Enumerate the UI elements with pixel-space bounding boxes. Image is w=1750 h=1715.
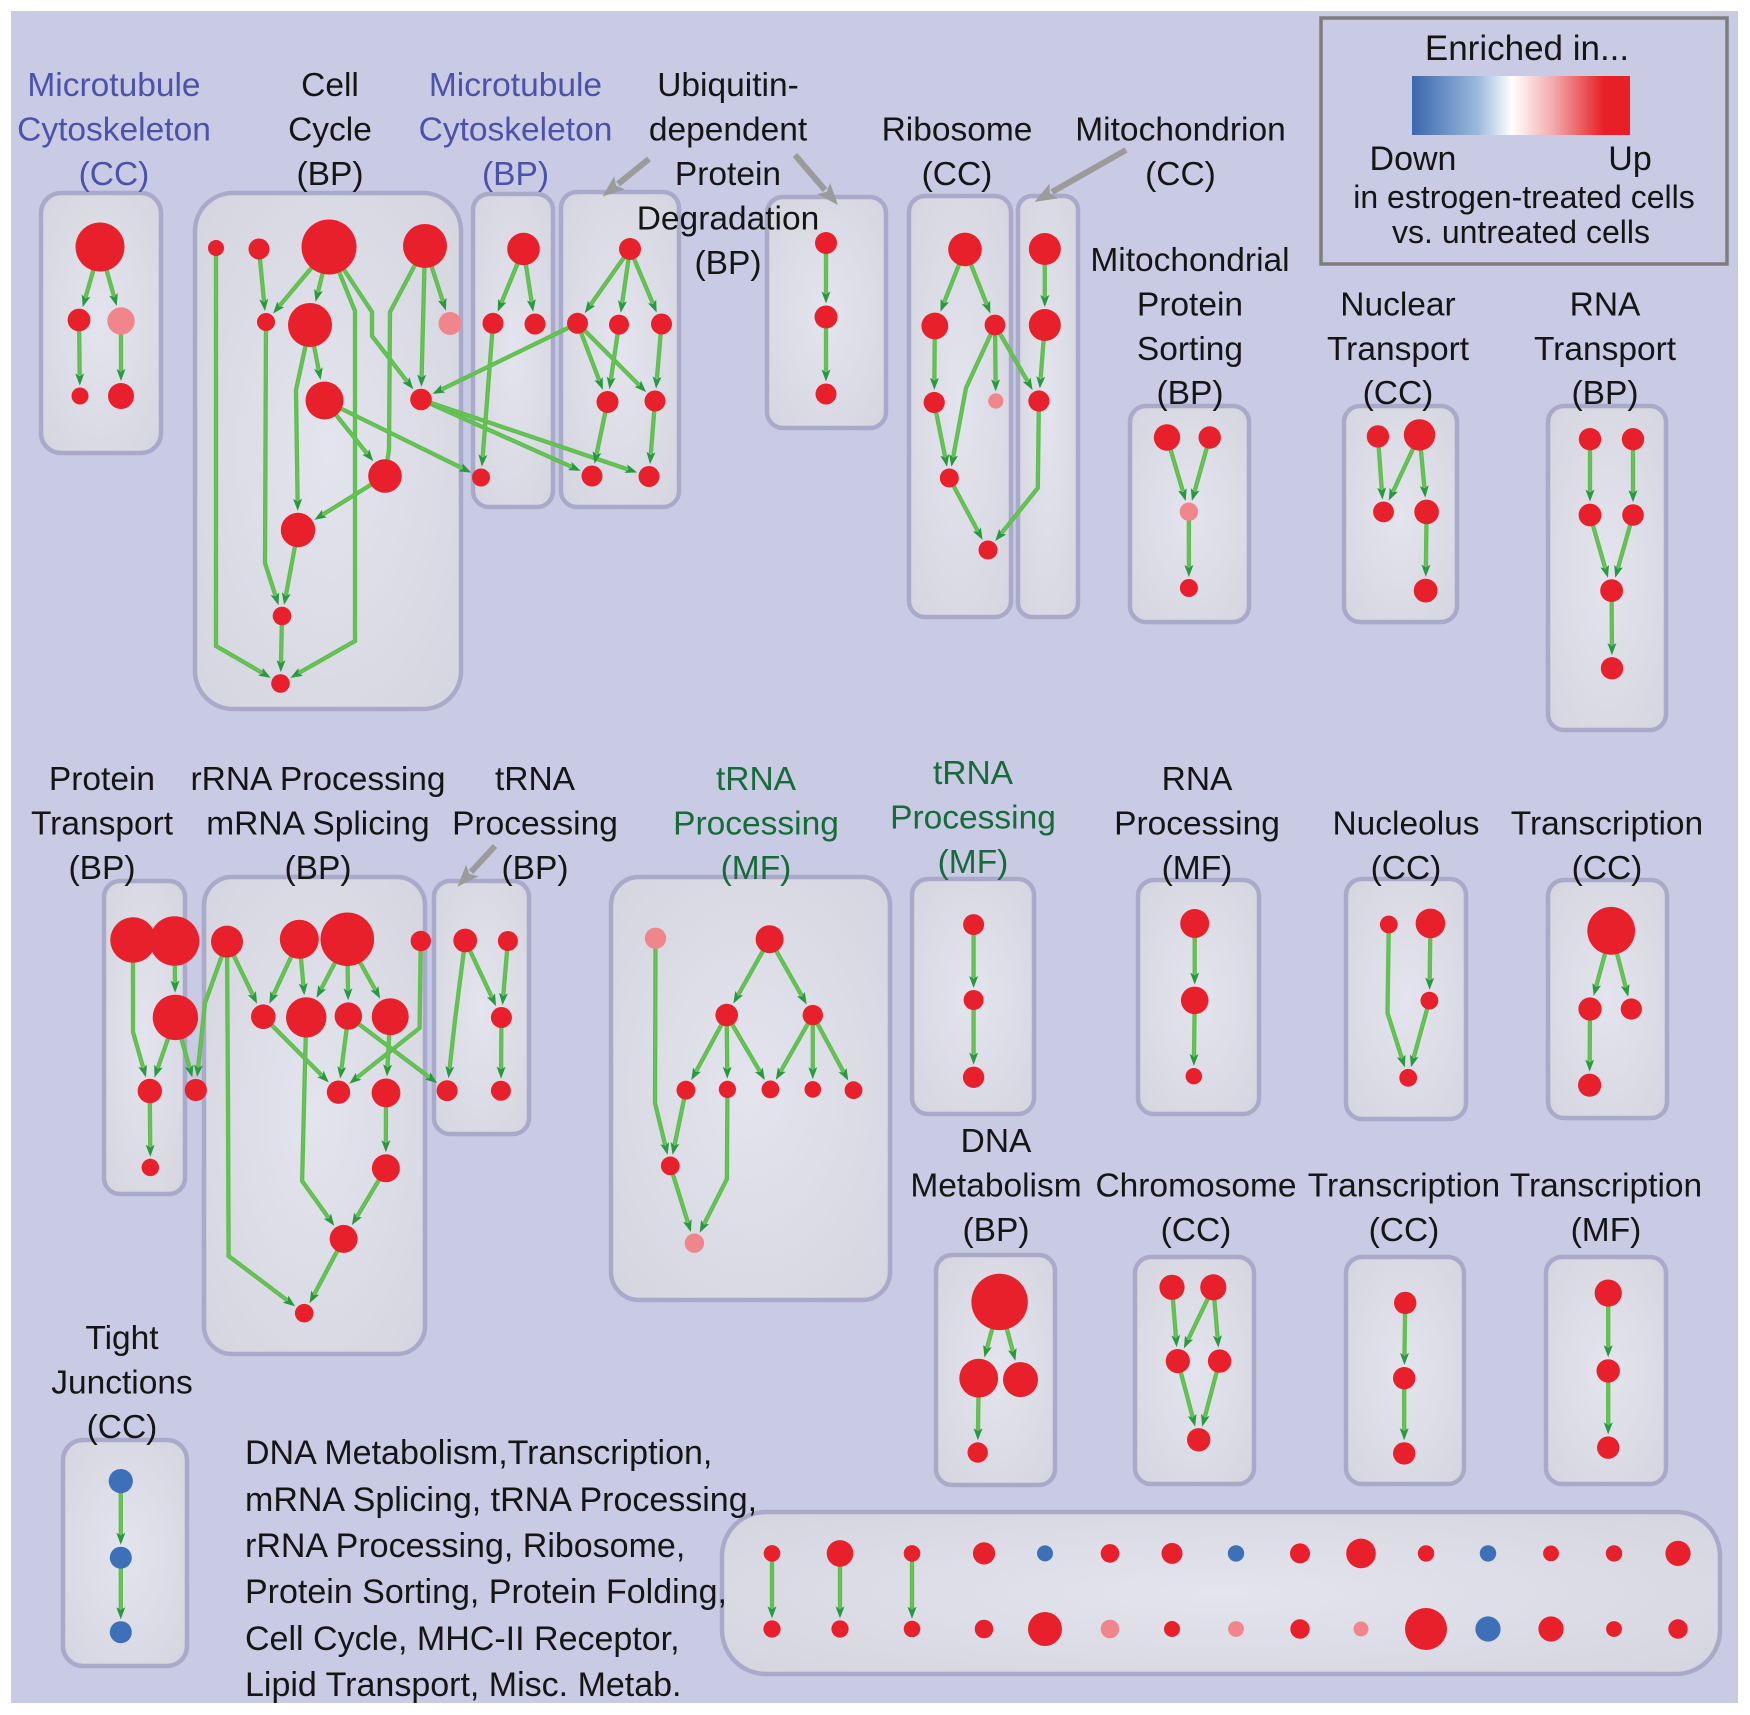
svg-text:Cell: Cell (301, 67, 359, 104)
svg-text:Junctions: Junctions (51, 1365, 193, 1402)
svg-text:Mitochondrion: Mitochondrion (1075, 112, 1285, 149)
svg-text:(BP): (BP) (285, 850, 352, 887)
svg-text:RNA: RNA (1570, 287, 1641, 324)
svg-text:Transcription: Transcription (1510, 1168, 1702, 1205)
svg-text:Ribosome: Ribosome (882, 112, 1033, 149)
svg-text:(CC): (CC) (922, 156, 993, 193)
svg-text:(CC): (CC) (1572, 850, 1643, 887)
svg-text:dependent: dependent (649, 112, 808, 149)
svg-text:Protein: Protein (49, 761, 155, 798)
svg-text:(MF): (MF) (1571, 1212, 1642, 1249)
svg-text:rRNA Processing, Ribosome,: rRNA Processing, Ribosome, (245, 1527, 685, 1565)
svg-text:Cytoskeleton: Cytoskeleton (419, 112, 613, 149)
svg-text:Processing: Processing (1114, 806, 1280, 843)
svg-text:Transport: Transport (1327, 331, 1470, 368)
svg-text:Lipid Transport, Misc. Metab.: Lipid Transport, Misc. Metab. (245, 1666, 682, 1704)
svg-text:Microtubule: Microtubule (27, 67, 200, 104)
svg-text:(CC): (CC) (79, 156, 150, 193)
svg-text:tRNA: tRNA (933, 755, 1014, 792)
svg-text:Cell Cycle, MHC-II Receptor,: Cell Cycle, MHC-II Receptor, (245, 1620, 680, 1658)
svg-text:(CC): (CC) (1145, 156, 1216, 193)
svg-text:(BP): (BP) (1572, 375, 1639, 412)
svg-text:Protein: Protein (1137, 287, 1243, 324)
svg-text:Ubiquitin-: Ubiquitin- (657, 67, 799, 104)
svg-text:Degradation: Degradation (637, 201, 820, 238)
svg-text:Nucleolus: Nucleolus (1332, 806, 1479, 843)
svg-text:(CC): (CC) (1161, 1212, 1232, 1249)
svg-text:Metabolism: Metabolism (910, 1168, 1081, 1205)
svg-text:(BP): (BP) (1157, 375, 1224, 412)
svg-text:(CC): (CC) (87, 1409, 158, 1446)
svg-text:(BP): (BP) (297, 156, 364, 193)
svg-text:(CC): (CC) (1371, 850, 1442, 887)
svg-text:mRNA Splicing, tRNA Processing: mRNA Splicing, tRNA Processing, (245, 1481, 757, 1519)
svg-text:DNA Metabolism,Transcription,: DNA Metabolism,Transcription, (245, 1434, 712, 1472)
svg-text:Transcription: Transcription (1308, 1168, 1500, 1205)
svg-text:Processing: Processing (452, 806, 618, 843)
svg-text:Processing: Processing (673, 806, 839, 843)
svg-text:Protein Sorting, Protein Foldi: Protein Sorting, Protein Folding, (245, 1573, 727, 1611)
svg-text:(CC): (CC) (1369, 1212, 1440, 1249)
svg-text:Transcription: Transcription (1511, 806, 1703, 843)
svg-text:Enriched in...: Enriched in... (1425, 29, 1629, 68)
svg-text:tRNA: tRNA (716, 761, 797, 798)
svg-text:in estrogen-treated cells: in estrogen-treated cells (1353, 179, 1695, 215)
svg-text:(CC): (CC) (1363, 375, 1434, 412)
svg-text:(MF): (MF) (1162, 850, 1233, 887)
svg-text:Microtubule: Microtubule (429, 67, 602, 104)
svg-text:DNA: DNA (961, 1123, 1032, 1160)
svg-text:Processing: Processing (890, 800, 1056, 837)
svg-text:Nuclear: Nuclear (1340, 287, 1455, 324)
svg-text:Cycle: Cycle (288, 112, 372, 149)
svg-text:(BP): (BP) (482, 156, 549, 193)
svg-text:(BP): (BP) (963, 1212, 1030, 1249)
svg-text:mRNA Splicing: mRNA Splicing (206, 806, 429, 843)
svg-text:Up: Up (1608, 140, 1651, 178)
svg-text:vs. untreated cells: vs. untreated cells (1392, 214, 1650, 250)
svg-text:(MF): (MF) (721, 850, 792, 887)
svg-text:(BP): (BP) (502, 850, 569, 887)
svg-text:Mitochondrial: Mitochondrial (1090, 242, 1289, 279)
svg-text:Chromosome: Chromosome (1095, 1168, 1296, 1205)
svg-text:Cytoskeleton: Cytoskeleton (17, 112, 211, 149)
svg-text:(BP): (BP) (695, 245, 762, 282)
svg-text:RNA: RNA (1162, 761, 1233, 798)
svg-text:tRNA: tRNA (495, 761, 576, 798)
svg-text:Transport: Transport (31, 806, 174, 843)
svg-text:(MF): (MF) (938, 844, 1009, 881)
svg-text:Protein: Protein (675, 156, 781, 193)
svg-text:Sorting: Sorting (1137, 331, 1243, 368)
svg-text:Transport: Transport (1534, 331, 1677, 368)
svg-text:(BP): (BP) (69, 850, 136, 887)
svg-text:Down: Down (1370, 140, 1457, 178)
svg-text:rRNA Processing: rRNA Processing (190, 761, 445, 798)
svg-text:Tight: Tight (85, 1320, 159, 1357)
